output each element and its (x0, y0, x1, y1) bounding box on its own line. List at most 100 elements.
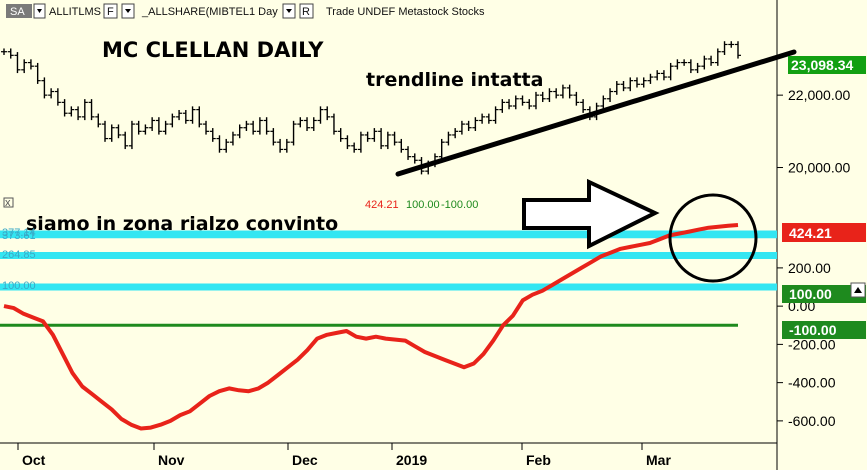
price-bar (492, 106, 499, 124)
trendline (395, 49, 797, 177)
upper-badge-label: 100.00 (789, 286, 832, 302)
price-bar (613, 81, 620, 95)
price-bar (458, 120, 465, 135)
price-bar (223, 138, 230, 153)
price-bar (243, 120, 250, 131)
price-bar (182, 109, 189, 124)
month-axis: Oct Nov Dec 2019 Feb Mar (17, 443, 671, 468)
price-axis: 20,000.00 22,000.00 (777, 87, 850, 176)
panel-close-glyph: x (5, 197, 11, 209)
price-bar (27, 59, 34, 70)
page-label: F (107, 6, 114, 18)
price-bar (620, 81, 627, 92)
price-bar (250, 120, 257, 135)
price-bars (1, 41, 741, 175)
price-bar (660, 70, 667, 81)
price-bar (728, 41, 735, 48)
price-bar (75, 106, 82, 121)
price-bar (142, 124, 149, 135)
price-bar (714, 48, 721, 66)
price-bar (627, 77, 634, 92)
price-bar (472, 117, 479, 131)
indicator-upper-label: 100.00 (406, 199, 440, 211)
price-bar (351, 142, 358, 153)
level-label-2: 264.85 (2, 249, 36, 261)
month-label: Oct (22, 452, 46, 468)
info-label: Trade UNDEF Metastock Stocks (326, 6, 485, 18)
price-bar (283, 138, 290, 153)
sa-badge[interactable] (6, 4, 32, 18)
price-bar (290, 120, 297, 146)
chart-title: MC CLELLAN DAILY (102, 38, 324, 62)
osc-value-badge-label: 424.21 (789, 225, 832, 241)
price-bar (95, 113, 102, 128)
price-bar (364, 131, 371, 142)
price-bar (735, 41, 741, 59)
price-bar (34, 62, 41, 84)
sa-label: SA (10, 6, 25, 18)
price-tick-label: 20,000.00 (788, 160, 850, 176)
price-last-label: 23,098.34 (791, 57, 853, 73)
price-bar (216, 135, 223, 153)
price-bar (297, 117, 304, 128)
lower-badge (782, 321, 866, 339)
symbol-label[interactable]: ALLITLMS (49, 6, 101, 18)
price-bar (14, 52, 21, 74)
price-bar (108, 124, 115, 142)
price-bar (155, 117, 162, 135)
price-bar (324, 106, 331, 121)
level-label-1b: 373.61 (2, 230, 36, 242)
price-bar (203, 120, 210, 135)
price-bar (263, 117, 270, 135)
price-bar (647, 73, 654, 84)
price-bar (485, 113, 492, 124)
price-bar (559, 84, 566, 99)
price-bar (708, 55, 715, 66)
highlight-circle (668, 193, 758, 283)
price-bar (391, 131, 398, 146)
price-bar (48, 88, 55, 99)
price-tick-label: 22,000.00 (788, 87, 850, 103)
price-bar (1, 48, 7, 55)
price-bar (674, 59, 681, 70)
r-box[interactable] (299, 3, 314, 19)
price-bar (61, 99, 68, 117)
price-bar (162, 120, 169, 135)
price-bar (681, 59, 688, 66)
level-lines (0, 230, 777, 327)
price-bar (330, 113, 337, 135)
compare-label[interactable]: _ALLSHARE(MIBTEL (141, 6, 249, 18)
price-bar (573, 91, 580, 106)
month-label: Dec (292, 452, 318, 468)
price-bar (102, 120, 109, 142)
level-label-3: 100.00 (2, 280, 36, 292)
price-bar (465, 120, 472, 131)
price-bar (337, 128, 344, 142)
price-bar (405, 146, 412, 160)
price-bar (189, 106, 196, 124)
price-bar (532, 91, 539, 110)
month-label: Feb (526, 452, 551, 468)
toolbar: SA ALLITLMS F _ALLSHARE(MIBTEL 1 Day R T… (6, 3, 485, 19)
price-bar (7, 48, 14, 59)
price-bar (169, 113, 176, 128)
page-box[interactable] (103, 3, 118, 19)
price-bar (304, 117, 311, 131)
price-bar (600, 95, 607, 110)
price-bar (694, 62, 701, 74)
price-bar (81, 99, 88, 121)
price-bar (553, 88, 560, 99)
price-bar (654, 70, 661, 81)
price-bar (479, 113, 486, 124)
price-bar (519, 95, 526, 106)
period-label[interactable]: 1 Day (249, 6, 278, 18)
level-label-1: 377.14 (2, 227, 36, 239)
panel-close-icon[interactable] (3, 197, 14, 208)
price-bar (209, 128, 216, 142)
osc-tick-label: -200.00 (788, 336, 836, 352)
price-bar (176, 109, 183, 121)
price-bar (371, 128, 378, 142)
price-bar (701, 55, 708, 70)
price-bar (411, 153, 418, 164)
